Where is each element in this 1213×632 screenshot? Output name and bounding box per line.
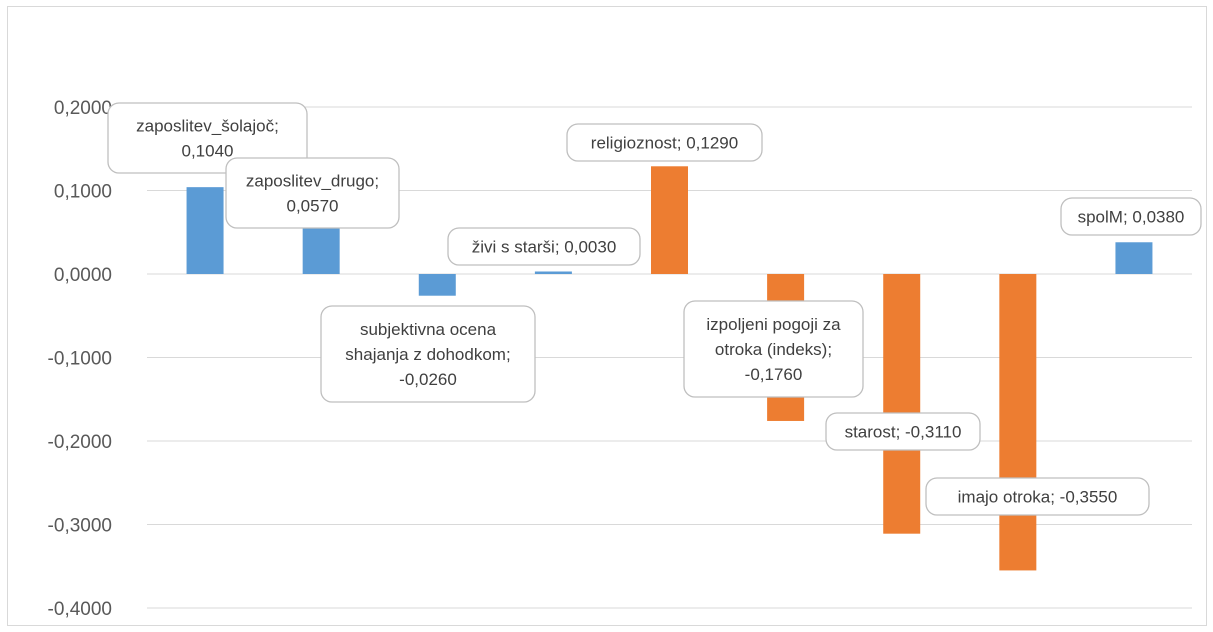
data-label-text: -0,1760 — [745, 365, 803, 384]
data-label-box — [566, 123, 763, 162]
data-label-text: spolM; 0,0380 — [1078, 208, 1185, 227]
data-label-text: imajo otroka; -0,3550 — [958, 488, 1118, 507]
bar — [186, 187, 224, 274]
y-tick-label: -0,1000 — [48, 349, 112, 370]
data-label: subjektivna ocena shajanja z dohodkom; -0,… — [320, 305, 536, 403]
bar — [1115, 242, 1153, 274]
data-label-box — [1060, 197, 1202, 236]
y-axis-ticks: 0,2000 0,1000 0,0000 -0,1000 -0,2000 -0,3000 -… — [48, 98, 112, 620]
data-label: živi s starši; 0,0030 — [447, 227, 641, 266]
data-label: izpoljeni pogoji za otroka (indeks); -0,17… — [683, 300, 864, 398]
data-label-box — [825, 412, 981, 451]
data-label-box — [447, 227, 641, 266]
data-label-box — [107, 102, 308, 174]
bar — [883, 274, 921, 534]
data-label-text: otroka (indeks); — [715, 340, 832, 359]
data-label-text: religioznost; 0,1290 — [591, 134, 738, 153]
data-label-text: zaposlitev_šolajoč; — [136, 117, 279, 136]
data-label-text: subjektivna ocena — [360, 320, 497, 339]
bar — [999, 274, 1037, 571]
data-label-text: -0,0260 — [399, 370, 457, 389]
data-label: imajo otroka; -0,3550 — [925, 477, 1150, 516]
bar — [418, 274, 456, 296]
data-label-text: živi s starši; 0,0030 — [472, 238, 617, 257]
data-label: religioznost; 0,1290 — [566, 123, 763, 162]
data-label-text: 0,0570 — [287, 197, 339, 216]
data-label: starost; -0,3110 — [825, 412, 981, 451]
y-tick-label: 0,1000 — [54, 182, 112, 203]
bar — [534, 271, 572, 274]
y-tick-label: 0,0000 — [54, 265, 112, 286]
y-tick-label: -0,3000 — [48, 516, 112, 537]
data-label-text: shajanja z dohodkom; — [345, 345, 510, 364]
y-tick-label: 0,2000 — [54, 98, 112, 119]
y-tick-label: -0,2000 — [48, 432, 112, 453]
data-label: zaposlitev_drugo; 0,0570 — [225, 157, 400, 229]
bar — [651, 166, 688, 274]
y-tick-label: -0,4000 — [48, 599, 112, 620]
data-label-box — [320, 305, 536, 403]
data-label-box — [225, 157, 400, 229]
bar — [302, 226, 340, 274]
data-labels: zaposlitev_šolajoč;0,1040zaposlitev_drug… — [107, 102, 1202, 516]
data-label-text: 0,1040 — [182, 142, 234, 161]
data-label-box — [925, 477, 1150, 516]
data-label: spolM; 0,0380 — [1060, 197, 1202, 236]
data-label: zaposlitev_šolajoč; 0,1040 — [107, 102, 308, 174]
data-label-text: izpoljeni pogoji za — [706, 315, 841, 334]
data-label-text: zaposlitev_drugo; — [246, 172, 379, 191]
data-label-text: starost; -0,3110 — [845, 423, 962, 442]
data-label-box — [683, 300, 864, 398]
